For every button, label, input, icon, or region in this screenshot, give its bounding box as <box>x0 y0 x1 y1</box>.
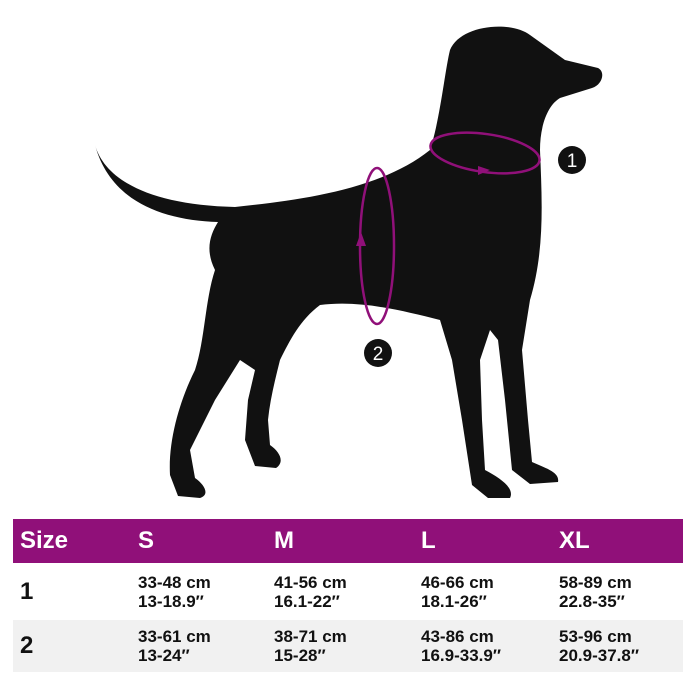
inch-value: 18.1-26″ <box>421 591 487 611</box>
cm-value: 41-56 cm <box>274 572 347 592</box>
row-label: 2 <box>20 632 34 659</box>
table-cell: 43-86 cm 16.9-33.9″ <box>421 627 559 665</box>
inch-value: 20.9-37.8″ <box>559 646 639 665</box>
column-header: Size <box>20 527 69 554</box>
table-cell: 33-61 cm 13-24″ <box>138 627 274 665</box>
table-cell: 38-71 cm 15-28″ <box>274 627 421 665</box>
table-cell: 53-96 cm 20.9-37.8″ <box>559 627 683 665</box>
svg-text:1: 1 <box>567 151 578 172</box>
table-cell: 33-48 cm 13-18.9″ <box>138 573 274 611</box>
inch-value: 13-24″ <box>138 646 190 665</box>
inch-value: 15-28″ <box>274 646 326 665</box>
cm-value: 46-66 cm <box>421 572 494 592</box>
inch-value: 22.8-35″ <box>559 591 625 611</box>
cm-value: 53-96 cm <box>559 627 632 646</box>
cm-value: 58-89 cm <box>559 572 632 592</box>
marker-2: 2 <box>364 339 392 367</box>
cm-value: 33-48 cm <box>138 572 211 592</box>
column-header: S <box>138 527 155 554</box>
cm-value: 38-71 cm <box>274 627 347 646</box>
dog-silhouette <box>95 26 603 498</box>
marker-1: 1 <box>558 146 586 174</box>
cm-value: 43-86 cm <box>421 627 494 646</box>
dog-silhouette-illustration: 1 2 <box>95 26 603 498</box>
svg-text:2: 2 <box>373 344 384 365</box>
cm-value: 33-61 cm <box>138 627 211 646</box>
table-cell: 41-56 cm 16.1-22″ <box>274 573 421 611</box>
inch-value: 13-18.9″ <box>138 591 204 611</box>
table-row: 1 33-48 cm 13-18.9″ 41-56 cm 16.1-22″ 46-66 c… <box>13 563 683 620</box>
size-chart-table: Size S M L XL 1 33-48 cm 13-18.9″ 41-56 cm 16.1-… <box>13 519 683 672</box>
inch-value: 16.9-33.9″ <box>421 646 501 665</box>
table-row: 2 33-61 cm 13-24″ 38-71 cm 15-28″ 43-86 cm 16.… <box>13 620 683 672</box>
column-header: M <box>274 527 294 554</box>
column-header: L <box>421 527 436 554</box>
chest-measure-loop <box>356 166 396 326</box>
row-label: 1 <box>20 577 34 605</box>
column-header: XL <box>559 527 590 554</box>
table-cell: 58-89 cm 22.8-35″ <box>559 573 683 611</box>
table-cell: 46-66 cm 18.1-26″ <box>421 573 559 611</box>
table-header: Size S M L XL <box>13 519 683 563</box>
neck-measure-loop <box>429 131 541 175</box>
inch-value: 16.1-22″ <box>274 591 340 611</box>
